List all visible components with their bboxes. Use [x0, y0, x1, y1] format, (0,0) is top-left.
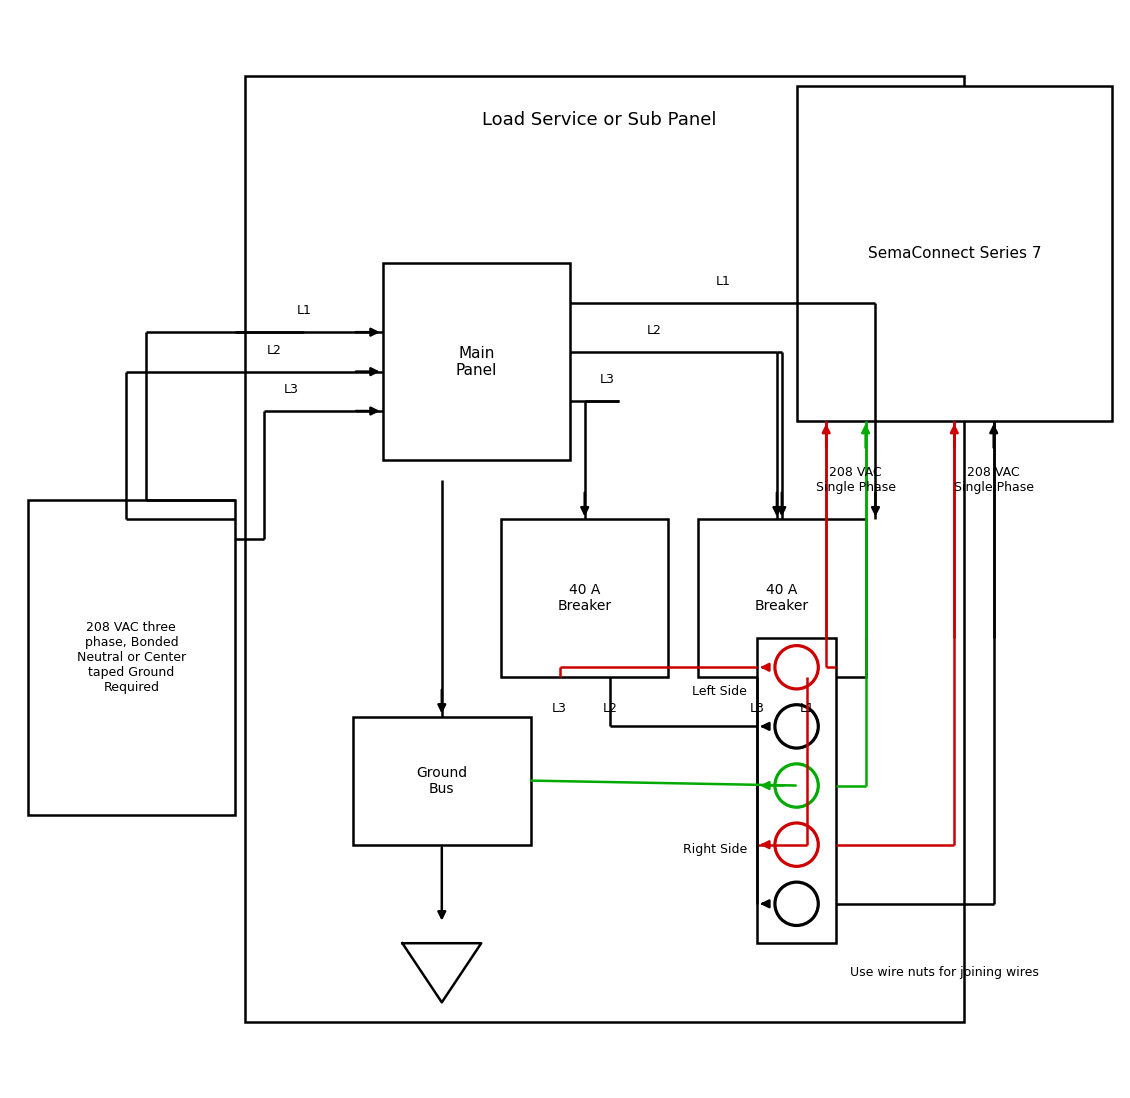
Bar [383, 264, 570, 460]
Text: Left Side: Left Side [693, 685, 747, 698]
Bar [353, 717, 530, 844]
Text: L2: L2 [602, 702, 617, 715]
Text: L1: L1 [296, 304, 311, 317]
Text: SemaConnect Series 7: SemaConnect Series 7 [868, 246, 1041, 261]
Text: 40 A
Breaker: 40 A Breaker [557, 583, 611, 614]
Bar [245, 76, 964, 1022]
Text: L2: L2 [267, 344, 281, 357]
Text: L2: L2 [646, 324, 661, 337]
Text: Ground
Bus: Ground Bus [416, 765, 468, 796]
Text: 208 VAC
Single Phase: 208 VAC Single Phase [816, 466, 896, 494]
Text: Right Side: Right Side [683, 843, 747, 856]
Text: Use wire nuts for joining wires: Use wire nuts for joining wires [850, 966, 1038, 979]
Bar [28, 500, 235, 815]
Text: Load Service or Sub Panel: Load Service or Sub Panel [483, 111, 716, 130]
Text: L3: L3 [284, 383, 299, 396]
Bar [757, 638, 836, 943]
Text: L1: L1 [715, 274, 730, 288]
Text: L1: L1 [800, 702, 815, 715]
Bar [501, 519, 669, 677]
Bar [698, 519, 866, 677]
Text: 208 VAC three
phase, Bonded
Neutral or Center
taped Ground
Required: 208 VAC three phase, Bonded Neutral or C… [77, 620, 186, 694]
Text: L3: L3 [749, 702, 764, 715]
Text: L3: L3 [600, 373, 615, 386]
Text: 208 VAC
Single Phase: 208 VAC Single Phase [954, 466, 1034, 494]
Bar [797, 86, 1112, 421]
Text: 40 A
Breaker: 40 A Breaker [755, 583, 809, 614]
Text: L3: L3 [553, 702, 567, 715]
Text: Main
Panel: Main Panel [455, 346, 497, 378]
